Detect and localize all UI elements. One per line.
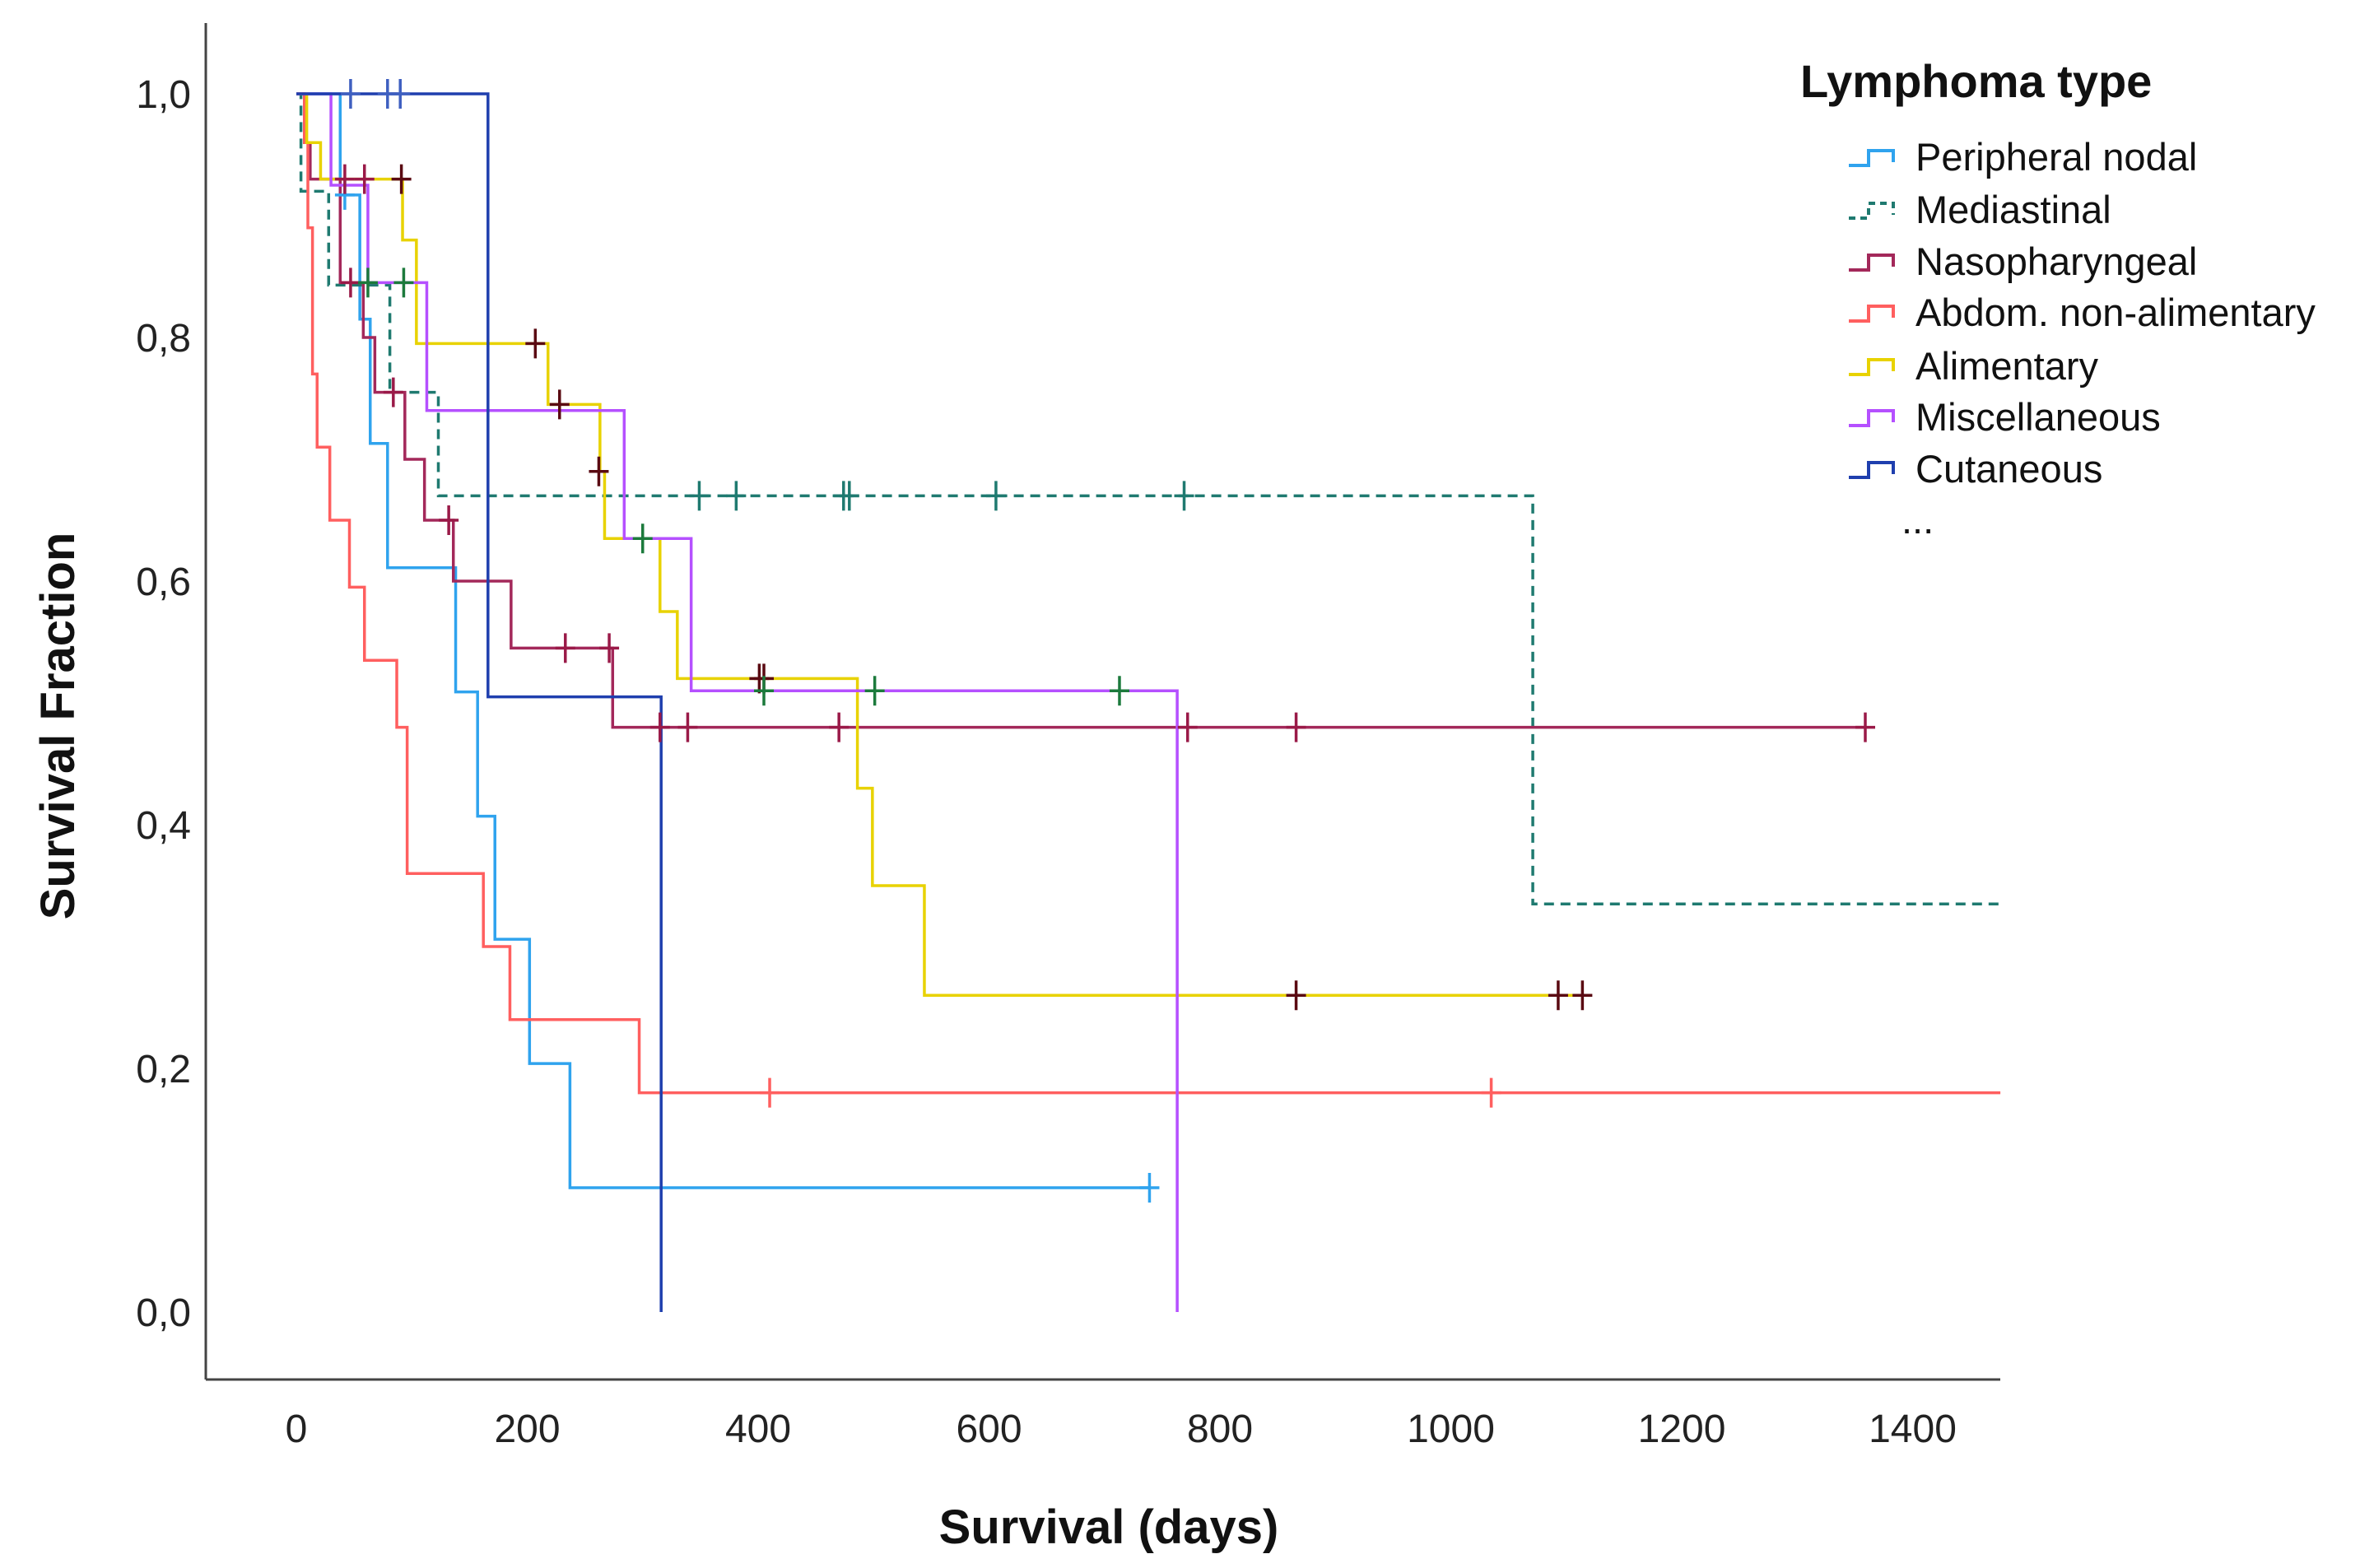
y-tick-label: 0,0 [136,1291,191,1335]
censor-mark-miscellaneous [632,523,653,554]
censor-mark-nasopharyngeal [649,712,670,742]
x-tick-label: 0 [286,1407,308,1451]
censor-mark-alimentary [1548,980,1568,1011]
censor-mark-mediastinal [1174,481,1194,511]
censor-mark-nasopharyngeal [677,712,698,742]
censor-mark-miscellaneous [393,268,414,298]
censor-mark-nasopharyngeal [599,633,620,663]
survival-curves [296,92,2001,1312]
legend-label-mediastinal: Mediastinal [1915,188,2111,231]
censor-mark-miscellaneous [864,676,885,706]
censor-mark-nasopharyngeal [1177,712,1198,742]
censor-mark-nasopharyngeal [439,505,459,535]
x-axis-title: Survival (days) [939,1501,1279,1554]
censor-mark-cutaneous [340,79,361,109]
legend-label-abdom-non-alimentary: Abdom. non-alimentary [1915,291,2316,334]
x-tick-label: 600 [956,1407,1022,1451]
legend-swatch-peripheral-nodal [1849,149,1895,167]
censor-mark-nasopharyngeal [1286,712,1306,742]
censor-mark-nasopharyngeal [383,377,403,407]
censor-mark-nasopharyngeal [340,268,361,298]
y-tick-label: 0,8 [136,317,191,361]
legend-label-nasopharyngeal: Nasopharyngeal [1915,240,2197,283]
censor-mark-peripheral-nodal [1139,1173,1160,1203]
censor-mark-mediastinal [726,481,747,511]
legend-swatch-mediastinal [1849,202,1895,220]
legend-label-peripheral-nodal: Peripheral nodal [1915,135,2197,179]
legend-more: ... [1901,498,1934,542]
legend: Lymphoma type Peripheral nodal Mediastina… [1800,55,2316,542]
x-tick-label: 200 [494,1407,560,1451]
censor-mark-mediastinal [689,481,710,511]
curve-abdom-non-alimentary [296,92,2001,1095]
legend-label-alimentary: Alimentary [1915,344,2099,388]
censor-mark-mediastinal [985,481,1006,511]
y-tick-label: 0,4 [136,804,191,848]
censor-mark-cutaneous [390,79,411,109]
censor-mark-nasopharyngeal [829,712,850,742]
legend-swatch-cutaneous [1849,461,1895,479]
censor-mark-nasopharyngeal [354,164,375,194]
curve-peripheral-nodal [296,92,1150,1189]
x-tick-label: 400 [725,1407,791,1451]
censor-mark-alimentary [589,456,609,486]
legend-swatch-alimentary [1849,358,1895,376]
censor-mark-abdom-non-alimentary [760,1077,780,1108]
censor-mark-alimentary [525,328,546,359]
censor-mark-nasopharyngeal [555,633,575,663]
y-tick-label: 1,0 [136,73,191,117]
censor-mark-alimentary [1572,980,1593,1011]
censor-mark-abdom-non-alimentary [1481,1077,1501,1108]
curve-miscellaneous [296,92,1179,1312]
curve-mediastinal [296,92,2001,905]
x-tick-label: 1400 [1869,1407,1957,1451]
censor-mark-miscellaneous [754,676,775,706]
legend-swatch-abdom-non-alimentary [1849,305,1895,323]
legend-swatch-nasopharyngeal [1849,254,1895,272]
censor-mark-alimentary [1286,980,1306,1011]
legend-swatch-miscellaneous [1849,409,1895,427]
censor-mark-alimentary [549,389,570,420]
axes [204,23,2000,1381]
censor-mark-alimentary [391,164,412,194]
x-tick-label: 1200 [1638,1407,1726,1451]
curve-alimentary [296,92,1586,997]
x-tick-labels: 0 200 400 600 800 1000 1200 1400 [286,1407,1957,1451]
y-tick-labels: 0,0 0,2 0,4 0,6 0,8 1,0 [136,73,191,1335]
y-axis-title: Survival Fraction [31,533,85,920]
y-tick-label: 0,2 [136,1048,191,1091]
x-tick-label: 1000 [1407,1407,1495,1451]
censor-mark-nasopharyngeal [1855,712,1875,742]
curve-cutaneous [296,92,663,1312]
censor-mark-mediastinal [839,481,859,511]
legend-title: Lymphoma type [1800,55,2152,107]
censor-mark-miscellaneous [1109,676,1129,706]
legend-label-miscellaneous: Miscellaneous [1915,395,2161,439]
legend-label-cutaneous: Cutaneous [1915,447,2102,491]
y-tick-label: 0,6 [136,561,191,604]
censor-marks [334,79,1875,1203]
censor-mark-nasopharyngeal [334,164,355,194]
censor-mark-miscellaneous [357,268,378,298]
x-tick-label: 800 [1187,1407,1253,1451]
